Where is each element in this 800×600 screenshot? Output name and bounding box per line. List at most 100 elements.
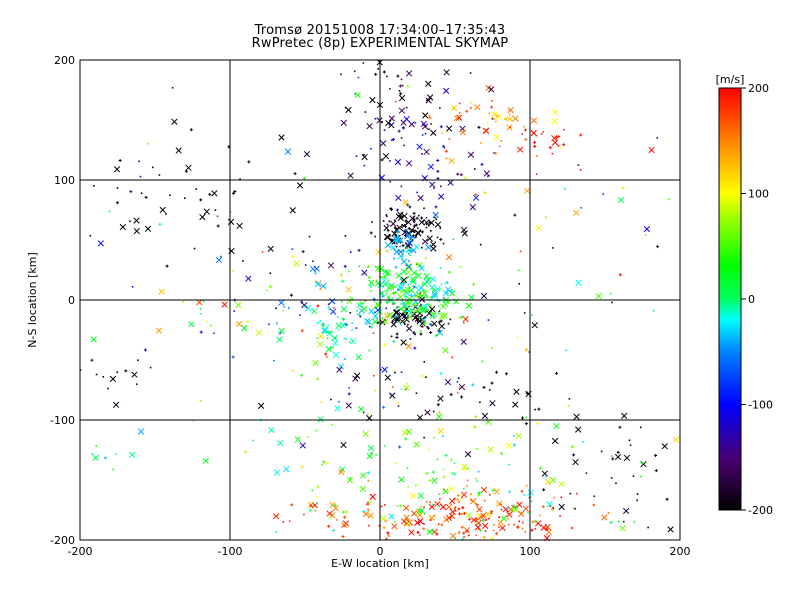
- data-point-plus: [434, 205, 438, 209]
- y-axis-ticks: -200 -100 0 100 200: [50, 54, 86, 547]
- data-point-dot: [315, 429, 318, 432]
- data-point-plus: [525, 391, 529, 395]
- data-point-dot: [93, 185, 95, 187]
- data-point-x: [442, 347, 449, 354]
- data-point-dot: [636, 499, 638, 502]
- data-point-dot: [607, 511, 610, 514]
- data-point-plus: [462, 467, 466, 471]
- data-point-x: [453, 114, 460, 122]
- data-point-plus: [523, 128, 527, 132]
- data-point-x: [437, 193, 445, 200]
- data-point-dot: [525, 416, 528, 419]
- data-point-x: [531, 322, 538, 329]
- data-point-dot: [668, 198, 670, 201]
- data-point-dot: [381, 276, 384, 279]
- data-point-x: [438, 313, 446, 320]
- data-point-dot: [415, 234, 418, 237]
- data-point-plus: [386, 531, 390, 535]
- data-point-plus: [539, 466, 543, 470]
- data-point-plus: [343, 515, 347, 519]
- data-point-dot: [498, 145, 501, 148]
- data-point-dot: [326, 337, 329, 340]
- data-point-plus: [504, 117, 508, 121]
- data-point-x: [512, 115, 519, 122]
- data-point-dot: [483, 499, 486, 502]
- data-point-plus: [144, 195, 148, 199]
- data-point-dot: [466, 479, 469, 482]
- data-point-dot: [233, 310, 236, 312]
- data-point-x: [347, 172, 354, 179]
- data-point-x: [417, 518, 424, 525]
- data-point-plus: [490, 381, 494, 385]
- data-point-dot: [358, 265, 361, 268]
- data-point-dot: [436, 458, 439, 461]
- data-point-x: [467, 151, 475, 158]
- data-point-dot: [276, 322, 278, 325]
- grid: [80, 60, 680, 540]
- data-point-plus: [439, 237, 443, 241]
- data-point-plus: [327, 524, 331, 528]
- data-point-plus: [478, 491, 482, 495]
- data-point-dot: [476, 448, 478, 450]
- data-point-dot: [287, 307, 290, 309]
- data-point-plus: [291, 254, 295, 258]
- data-point-dot: [327, 324, 329, 327]
- data-point-dot: [513, 523, 516, 526]
- data-point-dot: [528, 496, 531, 499]
- data-point-x: [388, 513, 395, 520]
- data-point-x: [294, 436, 301, 443]
- data-point-plus: [301, 250, 305, 254]
- data-point-dot: [433, 187, 435, 189]
- data-point-x: [330, 308, 337, 315]
- data-point-dot: [423, 289, 425, 292]
- data-point-x: [421, 238, 429, 245]
- data-point-dot: [495, 120, 497, 123]
- data-point-dot: [535, 173, 538, 175]
- data-point-plus: [420, 216, 424, 220]
- data-point-dot: [415, 392, 418, 394]
- data-point-x: [541, 470, 548, 477]
- data-point-plus: [425, 471, 429, 475]
- data-point-x: [405, 263, 413, 271]
- data-point-plus: [300, 300, 304, 304]
- data-point-plus: [431, 470, 435, 474]
- data-point-dot: [477, 528, 480, 530]
- data-point-x: [354, 91, 361, 99]
- data-point-dot: [420, 303, 422, 306]
- chart-title: Tromsø 20151008 17:34:00–17:35:43: [254, 23, 506, 38]
- data-point-dot: [432, 316, 435, 319]
- data-point-dot: [507, 517, 509, 520]
- data-point-dot: [463, 536, 465, 538]
- data-point-plus: [533, 140, 537, 144]
- data-point-dot: [344, 358, 346, 360]
- data-point-dot: [416, 286, 418, 289]
- data-point-dot: [406, 249, 408, 252]
- data-point-plus: [143, 348, 147, 352]
- data-point-dot: [372, 332, 375, 335]
- data-point-dot: [577, 164, 580, 166]
- data-point-dot: [136, 383, 138, 385]
- data-point-x: [429, 284, 436, 291]
- colorbar-tick-label: 0: [748, 293, 755, 306]
- data-point-dot: [386, 302, 388, 304]
- data-point-plus: [474, 193, 478, 197]
- data-point-x: [235, 320, 243, 328]
- data-point-dot: [585, 472, 588, 474]
- data-point-plus: [231, 355, 235, 359]
- data-point-x: [185, 164, 192, 171]
- data-point-dot: [534, 408, 536, 411]
- data-point-plus: [402, 249, 406, 253]
- data-point-plus: [457, 507, 461, 511]
- data-point-x: [334, 405, 341, 412]
- data-point-plus: [90, 358, 94, 362]
- data-point-x: [400, 518, 408, 525]
- data-point-dot: [492, 529, 495, 532]
- data-point-dot: [400, 185, 403, 188]
- data-point-dot: [447, 302, 450, 305]
- data-point-dot: [366, 266, 369, 268]
- data-point-x: [406, 296, 413, 303]
- data-point-dot: [419, 292, 422, 294]
- data-point-dot: [475, 477, 477, 480]
- scatter-points: [79, 59, 680, 542]
- data-point-plus: [394, 290, 398, 294]
